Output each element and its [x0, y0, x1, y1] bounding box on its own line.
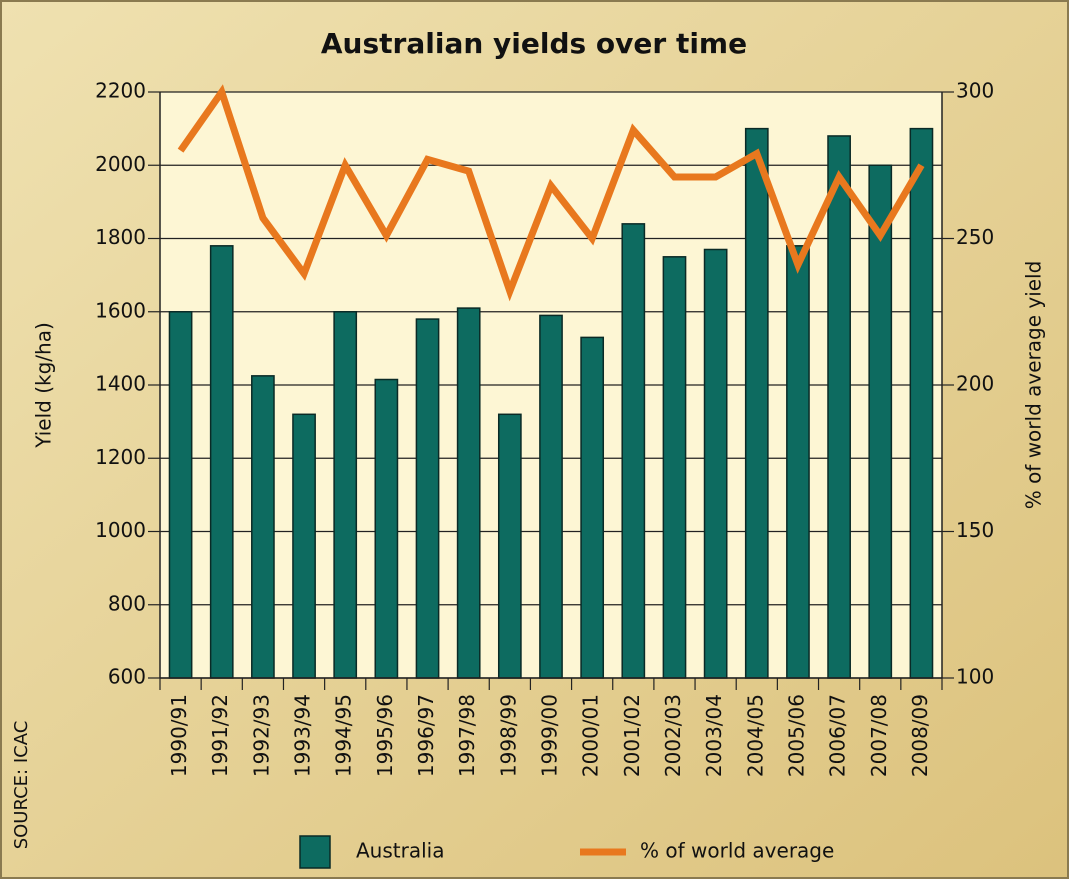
- x-tick-label: 2003/04: [702, 694, 726, 777]
- y2-tick-label: 250: [956, 225, 994, 249]
- x-tick-label: 2005/06: [784, 694, 808, 777]
- x-tick-label: 1996/97: [414, 694, 438, 777]
- x-tick-label: 1994/95: [332, 694, 356, 777]
- bar: [497, 413, 522, 679]
- bar: [292, 413, 316, 679]
- x-tick-label: 2007/08: [867, 694, 891, 777]
- x-tick-label: 1999/00: [538, 694, 562, 777]
- y2-tick-label: 100: [956, 665, 994, 689]
- bar: [662, 256, 687, 679]
- y2-tick-label: 150: [956, 518, 994, 542]
- bar: [744, 127, 769, 679]
- bar: [868, 164, 893, 679]
- y-axis-label: Yield (kg/ha): [32, 322, 56, 449]
- y2-axis-label: % of world average yield: [1022, 261, 1046, 510]
- bar: [621, 223, 646, 679]
- bar: [786, 245, 810, 679]
- x-tick-label: 2002/03: [661, 694, 685, 777]
- x-tick-label: 1998/99: [496, 694, 520, 777]
- x-tick-label: 1992/93: [249, 694, 273, 777]
- y-tick-label: 600: [108, 665, 146, 689]
- bar: [415, 318, 440, 679]
- x-tick-label: 1993/94: [291, 694, 315, 777]
- line: [177, 84, 925, 302]
- legend-swatch: [299, 835, 331, 869]
- y-tick-label: 1400: [95, 372, 146, 396]
- bar: [827, 135, 851, 679]
- bar: [456, 307, 481, 679]
- bar: [333, 311, 358, 679]
- bar: [580, 336, 605, 679]
- y2-tick-label: 200: [956, 372, 994, 396]
- bar: [909, 127, 934, 679]
- x-tick-label: 2008/09: [908, 694, 932, 777]
- y-tick-label: 2000: [95, 152, 146, 176]
- x-tick-label: 1991/92: [208, 694, 232, 777]
- bar: [374, 378, 399, 679]
- legend-label: Australia: [356, 839, 444, 863]
- y-tick-label: 1800: [95, 225, 146, 249]
- x-tick-label: 1995/96: [373, 694, 397, 777]
- source: SOURCE: ICAC: [11, 721, 32, 850]
- bar: [703, 248, 728, 679]
- chart-title: Australian yields over time: [321, 27, 747, 60]
- legend-label: % of world average: [640, 839, 834, 863]
- y-tick-label: 800: [108, 591, 146, 615]
- x-tick-label: 1997/98: [455, 694, 479, 777]
- bar: [539, 314, 563, 679]
- y-tick-label: 1000: [95, 518, 146, 542]
- y-tick-label: 2200: [95, 79, 146, 103]
- y-tick-label: 1200: [95, 445, 146, 469]
- x-tick-label: 1990/91: [167, 694, 191, 777]
- x-tick-label: 2001/02: [620, 694, 644, 777]
- x-tick-label: 2000/01: [579, 694, 603, 777]
- bar: [209, 245, 234, 679]
- y-tick-label: 1600: [95, 298, 146, 322]
- bar: [168, 311, 193, 679]
- bar: [251, 375, 275, 679]
- x-tick-label: 2006/07: [826, 694, 850, 777]
- y2-tick-label: 300: [956, 79, 994, 103]
- x-tick-label: 2004/05: [743, 694, 767, 777]
